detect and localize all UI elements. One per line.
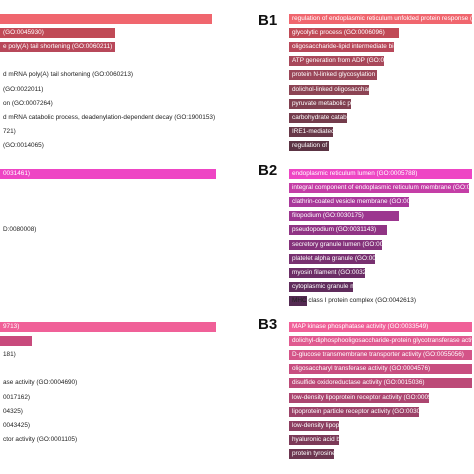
bar: [289, 28, 399, 39]
bar: [289, 350, 472, 361]
bar-label: MHC class I protein complex (GO:0042613): [292, 296, 416, 304]
bar-label: d mRNA catabolic process, deadenylation-…: [3, 113, 216, 121]
bar: [289, 336, 472, 347]
bar: [289, 169, 472, 179]
bar-label: carbohydrate catabolic process (GO:00160…: [292, 113, 424, 121]
bar: [0, 336, 32, 347]
bar: [289, 239, 382, 250]
bar: [289, 295, 307, 306]
bar: [0, 42, 115, 53]
bar-label: IRE1-mediated unfolded protein response …: [292, 127, 453, 135]
bar-label: endoplasmic reticulum lumen (GO:0005788): [292, 170, 418, 177]
panel-label: B3: [258, 316, 278, 333]
bar: [289, 281, 353, 292]
bar-label: on (GO:0007264): [3, 99, 53, 107]
bar: [289, 392, 429, 403]
bar: [289, 434, 339, 445]
bar-label: clathrin-coated vesicle membrane (GO:003…: [292, 198, 431, 206]
bar-label: regulation of IRE1-mediated unfolded pro…: [292, 141, 473, 149]
bar: [289, 42, 394, 53]
bar-label: ctor activity (GO:0001105): [3, 435, 78, 443]
bar: [289, 56, 384, 67]
bar-label: glycolytic process (GO:0006096): [292, 29, 385, 37]
bar-label: 9713): [3, 323, 20, 330]
bar: [289, 420, 339, 431]
bar-label: secretory granule lumen (GO:0034774): [292, 240, 404, 248]
bar: [0, 14, 212, 24]
bar-label: 181): [3, 351, 16, 359]
bar-label: (GO:0022011): [3, 85, 44, 93]
bar: [0, 322, 216, 332]
bar: [289, 14, 472, 24]
bar: [289, 378, 472, 389]
bar: [289, 211, 399, 222]
bar: [289, 267, 365, 278]
bar: [0, 28, 115, 39]
bar: [289, 364, 472, 375]
bar-label: ATP generation from ADP (GO:0006757): [292, 57, 408, 65]
bar-label: low-density lipoprotein particle binding…: [292, 421, 443, 429]
bar-label: (GO:0045930): [3, 29, 44, 37]
bar-label: D:0080008): [3, 226, 37, 234]
bar-label: myosin filament (GO:0032982): [292, 268, 380, 276]
bar-label: integral component of endoplasmic reticu…: [292, 184, 473, 192]
bar-label: (GO:0014065): [3, 141, 44, 149]
bar-label: 04325): [3, 407, 23, 415]
bar-label: protein N-linked glycosylation (GO:00064…: [292, 71, 418, 79]
bar-label: pseudopodium (GO:0031143): [292, 226, 377, 234]
bar: [289, 70, 377, 81]
bar: [289, 140, 329, 151]
bar: [289, 183, 469, 194]
bar-label: oligosaccharyl transferase activity (GO:…: [292, 365, 431, 373]
bar-label: protein tyrosine/serine/threonine phosph…: [292, 449, 473, 457]
bar: [289, 225, 387, 236]
bar-label: hyaluronic acid binding (GO:0005540): [292, 435, 400, 443]
bar-label: low-density lipoprotein receptor activit…: [292, 393, 445, 401]
bar: [289, 197, 409, 208]
bar: [289, 126, 333, 137]
bar-label: platelet alpha granule (GO:0031091): [292, 254, 396, 262]
bar: [289, 322, 472, 332]
bar-label: lipoprotein particle receptor activity (…: [292, 407, 434, 415]
panel-label: B2: [258, 162, 278, 179]
bar-label: D-glucose transmembrane transporter acti…: [292, 351, 464, 359]
bar-label: oligosaccharide-lipid intermediate biosy…: [292, 43, 473, 51]
bar-label: dolichol-linked oligosaccharide biosynth…: [292, 85, 473, 93]
bar: [289, 406, 419, 417]
bar: [289, 98, 351, 109]
bar: [289, 112, 347, 123]
panel-label: B1: [258, 12, 278, 29]
bar-label: MAP kinase phosphatase activity (GO:0033…: [292, 323, 429, 330]
bar: [0, 169, 216, 179]
bar-label: regulation of endoplasmic reticulum unfo…: [292, 15, 473, 22]
bar-label: filopodium (GO:0030175): [292, 212, 364, 220]
bar-label: e poly(A) tail shortening (GO:0060211): [3, 43, 113, 51]
bar-label: ase activity (GO:0004690): [3, 379, 78, 387]
bar: [289, 448, 334, 459]
bar-label: 0017162): [3, 393, 31, 401]
bar-label: disulfide oxidoreductase activity (GO:00…: [292, 379, 425, 387]
bar-label: dolichyl-diphosphooligosaccharide-protei…: [292, 337, 473, 345]
bar-label: cytoplasmic granule membrane (GO:0035579…: [292, 282, 424, 290]
bar: [289, 84, 369, 95]
bar: [289, 253, 375, 264]
bar-label: pyruvate metabolic process (GO:0006090): [292, 99, 413, 107]
bar-label: 0031461): [3, 170, 31, 177]
bar-label: 0043425): [3, 421, 31, 429]
bar-label: d mRNA poly(A) tail shortening (GO:00602…: [3, 71, 134, 79]
bar-label: 721): [3, 127, 16, 135]
